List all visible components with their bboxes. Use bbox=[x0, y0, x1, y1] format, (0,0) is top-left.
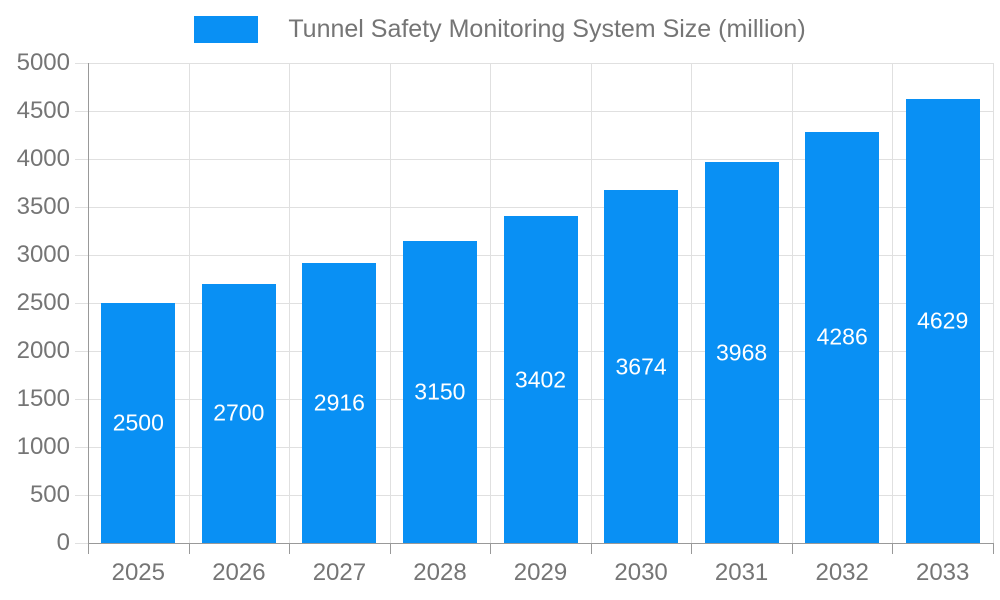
x-tick-label: 2032 bbox=[815, 559, 869, 586]
x-tick bbox=[188, 543, 190, 554]
x-tick-label: 2025 bbox=[111, 559, 165, 586]
y-axis-line bbox=[88, 63, 89, 543]
legend-label: Tunnel Safety Monitoring System Size (mi… bbox=[288, 14, 806, 43]
x-gridline bbox=[892, 63, 894, 543]
x-gridline bbox=[389, 63, 391, 543]
bar-2028: 3150 bbox=[402, 240, 477, 543]
legend-swatch bbox=[194, 15, 259, 43]
x-tick bbox=[993, 543, 994, 554]
y-gridline bbox=[75, 111, 993, 112]
x-axis-line bbox=[88, 543, 993, 544]
x-tick-label: 2026 bbox=[212, 559, 266, 586]
bar-value-label: 4629 bbox=[917, 307, 969, 334]
y-tick-label: 500 bbox=[29, 481, 70, 508]
bar-value-label: 2500 bbox=[112, 409, 164, 436]
y-tick-label: 1000 bbox=[16, 433, 70, 460]
bar-value-label: 3674 bbox=[615, 353, 667, 380]
bar-value-label: 2700 bbox=[213, 399, 265, 426]
x-tick bbox=[289, 543, 291, 554]
y-tick-label: 3000 bbox=[16, 241, 70, 268]
bar-value-label: 2916 bbox=[313, 389, 365, 416]
bar-value-label: 3150 bbox=[414, 378, 466, 405]
x-gridline bbox=[289, 63, 291, 543]
y-tick-label: 4000 bbox=[16, 145, 70, 172]
x-gridline bbox=[691, 63, 693, 543]
y-tick-label: 1500 bbox=[16, 385, 70, 412]
x-tick bbox=[691, 543, 693, 554]
y-tick-label: 3500 bbox=[16, 193, 70, 220]
y-tick-label: 5000 bbox=[16, 49, 70, 76]
bar-2026: 2700 bbox=[201, 283, 276, 543]
x-gridline bbox=[490, 63, 492, 543]
bar-value-label: 3402 bbox=[514, 366, 567, 393]
y-tick-label: 4500 bbox=[16, 97, 70, 124]
bar-2030: 3674 bbox=[604, 190, 679, 543]
x-tick bbox=[389, 543, 391, 554]
bar-2025: 2500 bbox=[101, 303, 176, 543]
x-tick-label: 2031 bbox=[714, 559, 769, 586]
bar-2033: 4629 bbox=[905, 98, 980, 543]
x-tick bbox=[590, 543, 592, 554]
y-tick-label: 2000 bbox=[16, 337, 70, 364]
bar-value-label: 3968 bbox=[716, 339, 768, 366]
x-gridline bbox=[188, 63, 190, 543]
y-gridline bbox=[75, 207, 993, 208]
x-tick-label: 2028 bbox=[413, 559, 467, 586]
y-tick-label: 2500 bbox=[16, 289, 70, 316]
x-tick bbox=[88, 543, 89, 554]
x-tick bbox=[892, 543, 894, 554]
y-gridline bbox=[75, 63, 993, 64]
x-tick bbox=[490, 543, 492, 554]
bar-value-label: 4286 bbox=[816, 323, 868, 350]
y-tick-label: 0 bbox=[56, 529, 70, 556]
chart-legend[interactable]: Tunnel Safety Monitoring System Size (mi… bbox=[0, 12, 1000, 46]
x-tick-label: 2033 bbox=[915, 559, 970, 586]
bar-2031: 3968 bbox=[704, 162, 779, 543]
bar-2029: 3402 bbox=[503, 216, 578, 543]
y-gridline bbox=[75, 159, 993, 160]
x-gridline bbox=[791, 63, 793, 543]
x-gridline bbox=[993, 63, 994, 543]
bar-2032: 4286 bbox=[805, 131, 880, 543]
x-tick-label: 2030 bbox=[614, 559, 668, 586]
x-tick-label: 2027 bbox=[312, 559, 367, 586]
x-tick-label: 2029 bbox=[513, 559, 568, 586]
bar-2027: 2916 bbox=[302, 263, 377, 543]
x-tick bbox=[791, 543, 793, 554]
x-gridline bbox=[590, 63, 592, 543]
